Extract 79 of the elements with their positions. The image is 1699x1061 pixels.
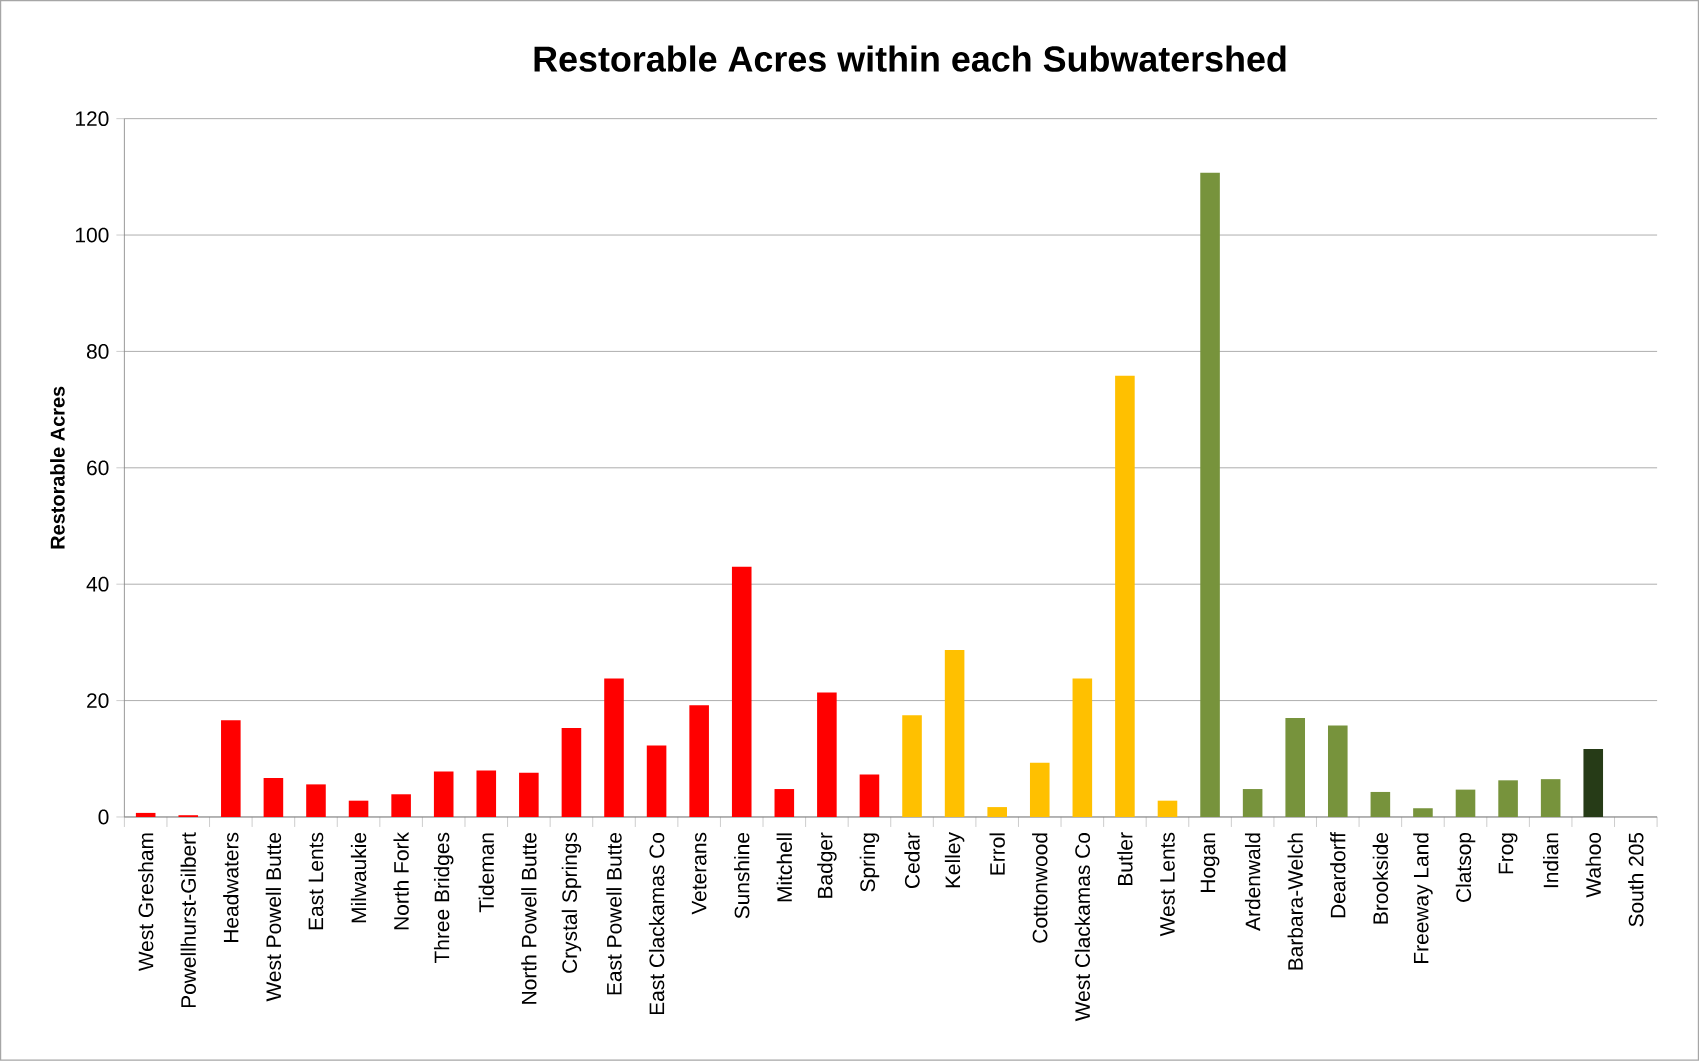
bar xyxy=(1200,172,1220,818)
x-tick-label: Frog xyxy=(1498,833,1518,874)
bar xyxy=(859,774,880,818)
bar xyxy=(519,772,539,818)
x-tick-label: North Fork xyxy=(393,832,409,930)
x-tick-label: Barbara-Welch xyxy=(1287,833,1303,970)
x-tick-label: Three Bridges xyxy=(433,832,454,964)
bar xyxy=(561,728,582,818)
bar xyxy=(1540,779,1561,818)
x-tick-label: East Clackamas Co xyxy=(648,833,665,1015)
x-tick-label: South 205 xyxy=(1628,833,1644,927)
bar xyxy=(306,784,326,818)
bar xyxy=(1498,780,1518,818)
y-tick-label: 60 xyxy=(87,460,109,476)
bar xyxy=(1455,789,1476,818)
x-tick-label: West Lents xyxy=(1160,832,1175,937)
x-tick-label: Indian xyxy=(1542,833,1559,888)
bar xyxy=(1072,678,1093,818)
x-tick-label: Badger xyxy=(817,832,837,898)
bar xyxy=(263,778,284,818)
bar xyxy=(646,745,667,818)
x-tick-label: Ardenwald xyxy=(1244,833,1261,932)
x-tick-label: Headwaters xyxy=(223,832,239,943)
bar xyxy=(987,807,1007,818)
bar xyxy=(1413,808,1433,818)
bar xyxy=(1242,789,1263,818)
bar xyxy=(817,692,837,818)
x-tick-label: Mitchell xyxy=(776,833,793,902)
bar xyxy=(774,789,795,818)
y-tick-label: 40 xyxy=(86,576,109,592)
bar xyxy=(348,800,369,818)
bar xyxy=(1157,800,1178,818)
bar xyxy=(604,678,624,818)
x-tick-label: West Clackamas Co xyxy=(1074,833,1091,1022)
bar xyxy=(1029,763,1050,818)
bar xyxy=(433,771,454,818)
x-tick-label: Sunshine xyxy=(734,833,750,919)
bar xyxy=(944,650,965,818)
x-tick-label: Brookside xyxy=(1372,833,1389,924)
bar xyxy=(1285,718,1306,818)
y-tick-label: 20 xyxy=(87,693,109,709)
x-tick-label: Tideman xyxy=(478,833,494,913)
bar xyxy=(476,770,497,818)
x-tick-label: East Lents xyxy=(308,832,324,930)
x-tick-label: Spring xyxy=(859,833,880,892)
bar xyxy=(731,566,752,818)
bar xyxy=(1370,792,1391,818)
bar xyxy=(902,715,922,818)
bar xyxy=(1327,725,1348,818)
x-tick-label: Clatsop xyxy=(1455,833,1476,903)
y-tick-label: 120 xyxy=(76,111,109,127)
x-tick-label: Deardorff xyxy=(1330,832,1346,918)
bar xyxy=(391,794,411,818)
x-tick-label: Errol xyxy=(989,833,1005,875)
x-tick-label: Hogan xyxy=(1200,833,1220,893)
x-tick-label: East Powell Butte xyxy=(606,833,622,995)
bar xyxy=(1115,376,1135,818)
x-tick-label: Butler xyxy=(1117,832,1133,886)
x-tick-label: West Powell Butte xyxy=(265,833,282,1002)
x-tick-label: Veterans xyxy=(691,832,707,915)
y-tick-label: 80 xyxy=(86,344,109,359)
x-tick-label: Powellhurst-Gilbert xyxy=(180,832,196,1008)
x-tick-label: Milwaukie xyxy=(350,833,367,923)
x-tick-label: Wahoo xyxy=(1585,833,1601,898)
x-tick-label: West Gresham xyxy=(137,833,154,972)
x-tick-label: Crystal Springs xyxy=(561,832,582,974)
bar xyxy=(221,720,241,818)
x-tick-label: Cedar xyxy=(904,832,920,889)
bar xyxy=(1583,749,1604,818)
x-tick-label: Freeway Land xyxy=(1413,833,1433,964)
chart-title: Restorable Acres within each Subwatershed xyxy=(534,45,1286,72)
bar xyxy=(135,813,156,818)
x-tick-label: North Powell Butte xyxy=(521,833,537,1004)
x-tick-label: Kelley xyxy=(944,832,965,888)
y-tick-label: 100 xyxy=(76,227,109,243)
x-tick-label: Cottonwood xyxy=(1032,833,1048,943)
bar xyxy=(689,705,709,818)
y-tick-label: 0 xyxy=(98,809,109,825)
y-axis-title: Restorable Acres xyxy=(50,386,65,549)
